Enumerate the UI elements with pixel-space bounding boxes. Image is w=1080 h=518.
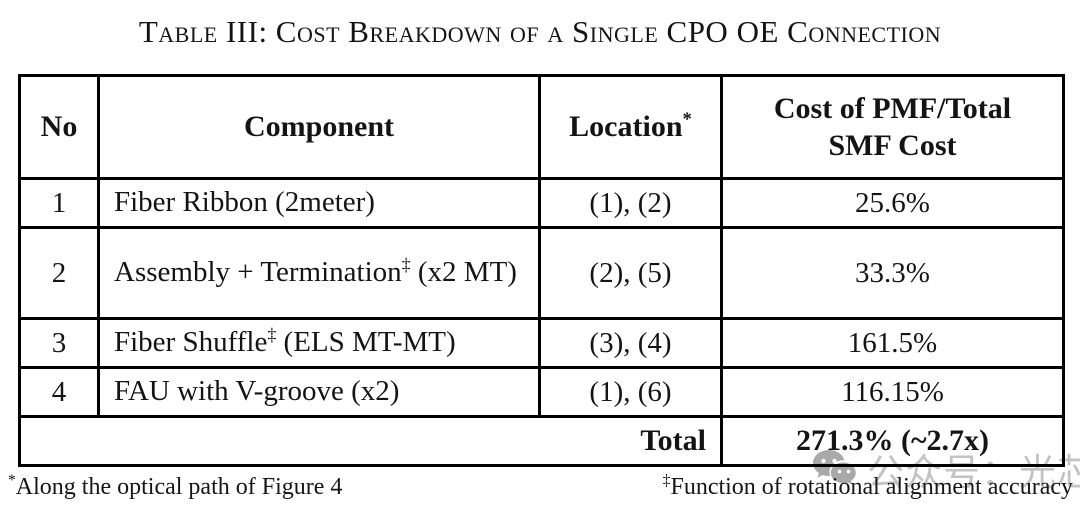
column-header-no: No <box>18 74 100 180</box>
cell-component: Fiber Ribbon (2meter) <box>97 177 541 229</box>
table-row: 1 Fiber Ribbon (2meter) (1), (2) 25.6% <box>18 177 1065 229</box>
cell-component: Fiber Shuffle‡ (ELS MT-MT) <box>97 317 541 369</box>
asterisk-marker: * <box>8 472 16 489</box>
header-row: No Component Location* Cost of PMF/Total… <box>18 74 1065 180</box>
footnote-marker-dagger: ‡ <box>267 324 277 345</box>
component-text: Assembly + Termination <box>114 256 402 289</box>
cell-location: (3), (4) <box>538 317 723 369</box>
header-label: Location <box>569 110 683 144</box>
total-row: Total 271.3% (~2.7x) <box>18 415 1065 467</box>
cell-no: 1 <box>18 177 100 229</box>
cell-location: (1), (6) <box>538 366 723 418</box>
header-label: Component <box>243 110 394 144</box>
footnote-marker-dagger: ‡ <box>401 254 411 275</box>
cell-no: 3 <box>18 317 100 369</box>
cell-no: 2 <box>18 226 100 320</box>
footnote-text: Function of rotational alignment accurac… <box>670 474 1073 500</box>
column-header-cost: Cost of PMF/Total SMF Cost <box>720 74 1065 180</box>
cell-cost: 161.5% <box>720 317 1065 369</box>
header-label: No <box>40 110 78 144</box>
table-row: 3 Fiber Shuffle‡ (ELS MT-MT) (3), (4) 16… <box>18 317 1065 369</box>
cell-cost: 25.6% <box>720 177 1065 229</box>
footnote-marker-asterisk: * <box>682 109 692 131</box>
column-header-component: Component <box>97 74 541 180</box>
component-text: Fiber Shuffle <box>114 326 268 359</box>
component-text: (ELS MT-MT) <box>276 326 456 359</box>
cell-location: (1), (2) <box>538 177 723 229</box>
total-label: Total <box>18 415 723 467</box>
cell-no: 4 <box>18 366 100 418</box>
component-text: (x2 MT) <box>410 256 517 289</box>
column-header-location: Location* <box>538 74 723 180</box>
cell-cost: 116.15% <box>720 366 1065 418</box>
dagger-marker: ‡ <box>662 472 671 489</box>
footnote-right: ‡Function of rotational alignment accura… <box>662 472 1073 501</box>
footnote-left: *Along the optical path of Figure 4 <box>8 472 343 501</box>
table-row: 2 Assembly + Termination‡ (x2 MT) (2), (… <box>18 226 1065 320</box>
total-value: 271.3% (~2.7x) <box>720 415 1065 467</box>
cost-breakdown-table: No Component Location* Cost of PMF/Total… <box>18 74 1065 467</box>
footnote-text: Along the optical path of Figure 4 <box>15 474 343 500</box>
cell-location: (2), (5) <box>538 226 723 320</box>
component-text: Fiber Ribbon (2meter) <box>114 186 375 219</box>
table-row: 4 FAU with V-groove (x2) (1), (6) 116.15… <box>18 366 1065 418</box>
cell-component: FAU with V-groove (x2) <box>97 366 541 418</box>
table-caption: Table III: Cost Breakdown of a Single CP… <box>138 14 942 49</box>
header-label: Cost of PMF/Total SMF Cost <box>773 91 1012 163</box>
component-text: FAU with V-groove (x2) <box>114 375 400 408</box>
cell-cost: 33.3% <box>720 226 1065 320</box>
cell-component: Assembly + Termination‡ (x2 MT) <box>97 226 541 320</box>
